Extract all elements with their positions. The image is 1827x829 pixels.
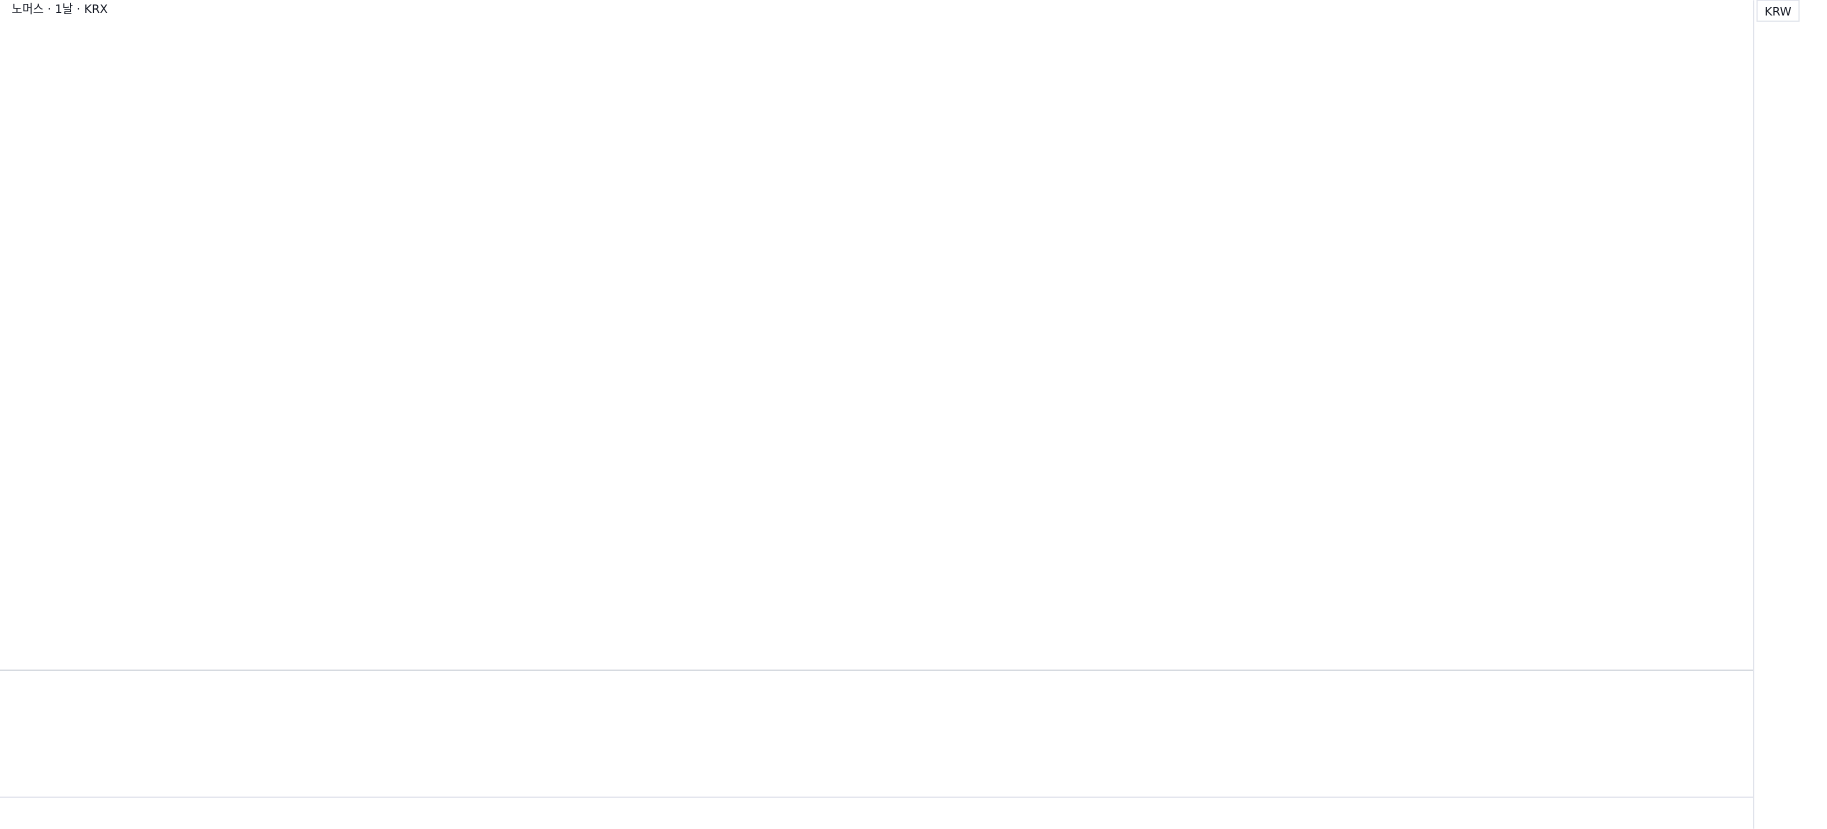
currency-box — [1756, 0, 1800, 22]
currency-label: KRW — [1765, 4, 1792, 18]
symbol-title: 노머스 · 1날 · KRX — [12, 2, 108, 16]
